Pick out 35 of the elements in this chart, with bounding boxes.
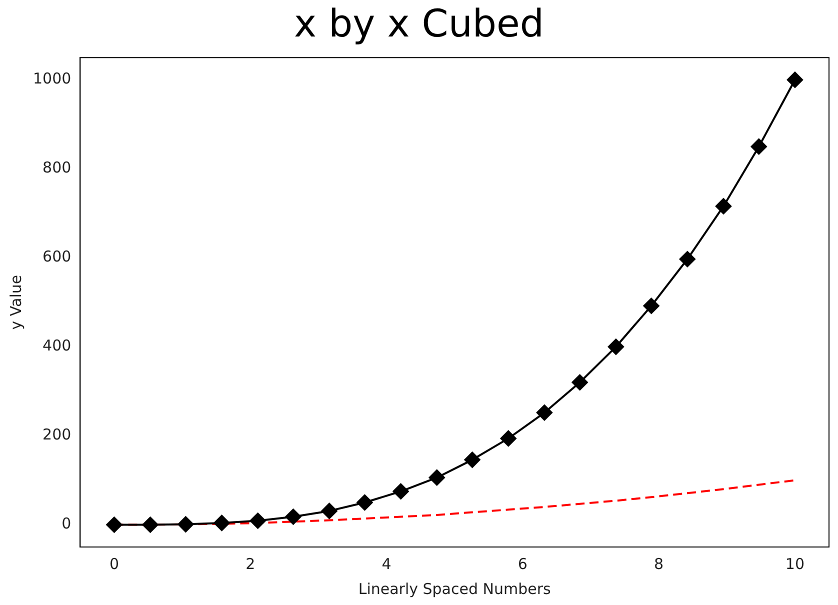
point [285, 508, 302, 525]
point [750, 138, 767, 155]
x-tick-label: 6 [518, 554, 528, 573]
point [428, 470, 445, 486]
point [321, 502, 338, 519]
point [500, 430, 516, 446]
point [643, 298, 660, 314]
point [106, 516, 122, 533]
x-tick-label: 2 [246, 554, 256, 573]
point [715, 198, 732, 214]
point [250, 512, 266, 529]
y-tick-label: 800 [42, 158, 72, 177]
point [178, 516, 194, 532]
x-tick-label: 4 [382, 554, 392, 573]
point [786, 72, 803, 88]
point [214, 514, 230, 531]
x-tick-label: 8 [654, 554, 664, 573]
point [572, 374, 588, 390]
point [536, 404, 552, 421]
y-tick-label: 600 [42, 248, 72, 266]
point [464, 452, 480, 468]
y-tick-label: 200 [42, 426, 72, 444]
x-tick-label: 10 [785, 554, 805, 573]
point [142, 516, 158, 533]
point [356, 494, 373, 511]
y-tick-label: 0 [62, 514, 72, 533]
x-tick-label: 0 [109, 554, 119, 573]
y-tick-label: 1000 [32, 70, 72, 88]
point [679, 251, 696, 268]
chart-title: x by x Cubed [294, 2, 544, 46]
y-axis-title: y Value [6, 274, 25, 330]
point [392, 483, 409, 500]
x-axis-title: Linearly Spaced Numbers [358, 580, 552, 598]
point [608, 338, 624, 355]
y-tick-label: 400 [42, 336, 72, 355]
